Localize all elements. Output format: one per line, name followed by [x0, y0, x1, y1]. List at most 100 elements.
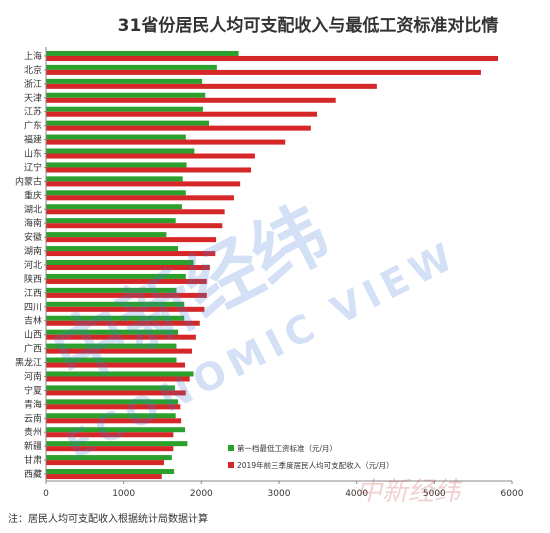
bar-disposable-income: [46, 334, 196, 340]
bar-disposable-income: [46, 69, 481, 75]
y-category-label: 天津: [24, 93, 42, 104]
x-tick-label: 2000: [190, 489, 213, 499]
y-category-label: 内蒙古: [15, 175, 42, 187]
bar-min-wage: [46, 371, 194, 377]
bar-disposable-income: [46, 251, 216, 257]
legend: 第一档最低工资标准（元/月） 2019年前三季度居民人均可支配收入（元/月）: [228, 443, 394, 470]
bar-disposable-income: [46, 348, 193, 354]
y-category-label: 河北: [24, 259, 42, 271]
x-tick-label: 1000: [112, 489, 135, 499]
bar-min-wage: [46, 218, 176, 224]
plot-area: 0 1000 2000 3000 4000 5000 6000 上海北京浙江天津江苏广东福建山…: [15, 47, 524, 499]
bar-disposable-income: [46, 167, 252, 173]
x-tick-label: 3000: [268, 489, 291, 499]
bar-disposable-income: [46, 181, 241, 187]
bar-min-wage: [46, 399, 179, 405]
y-category-label: 江苏: [24, 106, 42, 118]
y-category-label: 黑龙江: [15, 357, 42, 369]
bar-min-wage: [46, 273, 186, 279]
bar-disposable-income: [46, 418, 182, 424]
bar-min-wage: [46, 427, 186, 433]
bar-min-wage: [46, 204, 182, 210]
y-category-label: 云南: [24, 412, 42, 424]
bar-disposable-income: [46, 390, 186, 396]
y-category-label: 甘肃: [24, 454, 42, 466]
footnote: 注：居民人均可支配收入根据统计局数据计算: [8, 512, 208, 525]
bar-min-wage: [46, 301, 185, 307]
watermark-signature: 中新经纬: [356, 477, 463, 507]
x-tick-label: 6000: [501, 489, 524, 499]
chart-title: 31省份居民人均可支配收入与最低工资标准对比情: [118, 15, 499, 36]
bar-min-wage: [46, 232, 167, 238]
bar-min-wage: [46, 357, 177, 363]
y-category-label: 广西: [24, 343, 42, 355]
y-category-label: 辽宁: [24, 161, 42, 173]
bar-disposable-income: [46, 446, 174, 452]
bar-min-wage: [46, 190, 186, 196]
bar-disposable-income: [46, 83, 377, 89]
y-category-label: 陕西: [24, 273, 42, 285]
bar-disposable-income: [46, 320, 200, 326]
legend-swatch-min-wage: [228, 445, 234, 451]
bar-min-wage: [46, 64, 217, 70]
bar-disposable-income: [46, 55, 499, 61]
bar-disposable-income: [46, 195, 234, 201]
x-tick-label: 0: [43, 489, 49, 499]
bar-disposable-income: [46, 376, 190, 382]
y-category-label: 宁夏: [24, 384, 42, 396]
y-category-label: 北京: [24, 64, 42, 76]
y-category-label: 海南: [24, 217, 42, 229]
bar-disposable-income: [46, 223, 223, 229]
bar-min-wage: [46, 329, 179, 335]
y-category-label: 湖南: [24, 245, 42, 257]
bar-min-wage: [46, 385, 175, 391]
y-category-label: 上海: [24, 50, 42, 62]
y-category-label: 西藏: [24, 468, 42, 480]
y-category-label: 浙江: [24, 78, 42, 90]
bar-min-wage: [46, 287, 177, 293]
bar-min-wage: [46, 162, 187, 168]
bar-min-wage: [46, 259, 194, 265]
y-category-label: 山西: [24, 330, 42, 341]
bar-min-wage: [46, 455, 172, 461]
y-category-label: 青海: [24, 398, 42, 410]
bar-min-wage: [46, 78, 203, 84]
bar-min-wage: [46, 50, 239, 56]
bar-disposable-income: [46, 139, 286, 145]
x-tick-label: 5000: [423, 489, 446, 499]
bar-min-wage: [46, 92, 206, 98]
bar-min-wage: [46, 134, 186, 140]
bar-min-wage: [46, 441, 188, 447]
y-category-label: 广东: [24, 120, 42, 132]
bar-min-wage: [46, 106, 203, 112]
bar-disposable-income: [46, 111, 318, 117]
bar-disposable-income: [46, 153, 255, 159]
y-category-label: 安徽: [24, 231, 42, 243]
bar-min-wage: [46, 343, 177, 349]
legend-swatch-income: [228, 462, 234, 468]
y-category-label: 重庆: [24, 189, 42, 201]
bar-disposable-income: [46, 460, 165, 466]
y-category-label: 河南: [24, 370, 42, 382]
y-category-label: 江西: [24, 288, 42, 299]
bar-min-wage: [46, 469, 175, 475]
y-category-label: 吉林: [24, 315, 42, 327]
bar-disposable-income: [46, 97, 336, 103]
bar-disposable-income: [46, 278, 207, 284]
legend-label-income: 2019年前三季度居民人均可支配收入（元/月）: [237, 460, 394, 470]
bar-disposable-income: [46, 292, 207, 298]
x-tick-label: 4000: [345, 489, 368, 499]
bar-disposable-income: [46, 306, 205, 312]
bar-disposable-income: [46, 125, 311, 131]
y-category-label: 贵州: [24, 426, 42, 438]
bar-min-wage: [46, 315, 185, 321]
bar-min-wage: [46, 120, 210, 126]
bar-disposable-income: [46, 209, 225, 215]
bar-disposable-income: [46, 237, 217, 243]
legend-label-min-wage: 第一档最低工资标准（元/月）: [237, 443, 337, 453]
bar-min-wage: [46, 413, 176, 419]
y-category-label: 山东: [24, 148, 42, 160]
bar-min-wage: [46, 246, 179, 252]
